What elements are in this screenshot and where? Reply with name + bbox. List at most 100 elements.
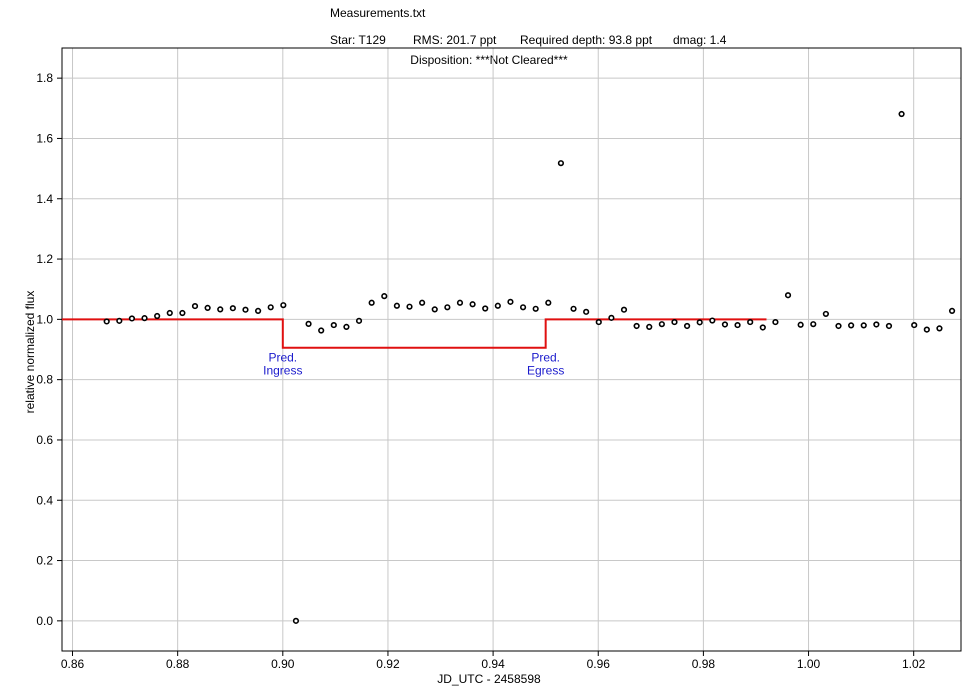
data-point — [204, 304, 211, 311]
data-point — [822, 310, 829, 318]
data-point — [469, 301, 476, 308]
data-point — [242, 306, 249, 313]
data-point — [658, 321, 665, 328]
x-tick-label: 0.96 — [587, 657, 611, 671]
x-tick-label: 0.88 — [166, 657, 190, 671]
data-point — [923, 326, 930, 333]
data-point — [456, 299, 464, 306]
data-point — [103, 318, 110, 325]
data-point — [620, 306, 628, 313]
predicted-transit-model-line — [62, 318, 767, 349]
data-point — [393, 302, 400, 309]
plot-frame — [61, 47, 962, 652]
data-point — [419, 299, 426, 306]
data-point — [292, 617, 300, 624]
data-point — [229, 305, 236, 312]
annotation-line1: Pred. — [268, 351, 297, 365]
data-point — [671, 318, 678, 326]
data-point — [381, 293, 388, 300]
data-point — [608, 314, 615, 321]
chart-title: Measurements.txt — [330, 6, 426, 20]
y-tick-label: 0.0 — [36, 614, 53, 628]
y-tick-label: 1.6 — [36, 131, 53, 145]
x-tick-label: 1.02 — [902, 657, 926, 671]
data-point — [154, 312, 161, 320]
data-point — [355, 317, 363, 324]
annotation-line2: Ingress — [263, 364, 302, 378]
data-point — [898, 110, 905, 118]
disposition-label: Disposition: ***Not Cleared*** — [410, 53, 568, 67]
data-point — [683, 322, 691, 330]
data-point — [330, 321, 337, 329]
data-point — [885, 322, 893, 330]
data-point — [570, 305, 577, 312]
data-point — [835, 322, 842, 330]
data-point — [721, 321, 729, 328]
y-tick-label: 1.4 — [36, 192, 53, 206]
y-tick-label: 0.4 — [36, 493, 53, 507]
y-tick-label: 1.0 — [36, 312, 53, 326]
data-point — [759, 324, 766, 331]
y-tick-label: 0.6 — [36, 433, 53, 447]
data-point — [948, 307, 956, 315]
data-point — [507, 298, 514, 305]
data-point — [318, 327, 325, 334]
data-point — [595, 318, 602, 326]
data-point — [217, 306, 224, 313]
y-axis-label: relative normalized flux — [23, 290, 37, 414]
data-point — [141, 315, 148, 322]
x-tick-label: 0.94 — [481, 657, 505, 671]
y-tick-label: 0.2 — [36, 554, 53, 568]
x-tick-label: 0.86 — [61, 657, 85, 671]
data-point — [545, 299, 552, 306]
data-point — [191, 302, 199, 310]
data-point — [406, 303, 413, 310]
data-point — [633, 322, 640, 330]
x-tick-label: 0.92 — [376, 657, 400, 671]
data-point — [557, 160, 565, 167]
x-tick-label: 1.00 — [797, 657, 821, 671]
data-point — [444, 304, 451, 311]
data-point — [848, 322, 855, 329]
data-point — [797, 321, 804, 328]
y-tick-label: 1.8 — [36, 71, 53, 85]
data-point — [784, 292, 792, 299]
x-tick-label: 0.90 — [271, 657, 295, 671]
data-point — [734, 321, 741, 329]
data-point — [519, 304, 527, 311]
data-point — [860, 322, 867, 329]
data-point — [166, 309, 173, 317]
data-point — [368, 299, 375, 306]
data-point — [254, 307, 262, 315]
rms-label: RMS: 201.7 ppt — [413, 33, 497, 47]
data-point — [583, 308, 590, 315]
data-point — [494, 302, 501, 309]
dmag-label: dmag: 1.4 — [673, 33, 727, 47]
y-tick-label: 0.8 — [36, 373, 53, 387]
data-point — [343, 323, 350, 330]
data-point — [936, 325, 943, 332]
data-point — [267, 304, 274, 311]
data-point — [747, 318, 754, 326]
data-point — [810, 321, 817, 328]
data-point — [873, 321, 880, 328]
data-point — [772, 318, 779, 326]
y-tick-label: 1.2 — [36, 252, 53, 266]
required-depth-label: Required depth: 93.8 ppt — [520, 33, 653, 47]
data-point — [179, 309, 186, 317]
data-point — [305, 320, 312, 327]
annotation-line2: Egress — [527, 364, 564, 378]
star-label: Star: T129 — [330, 33, 386, 47]
data-point — [116, 317, 123, 324]
annotation-line1: Pred. — [531, 351, 560, 365]
data-point — [280, 302, 287, 309]
x-tick-label: 0.98 — [692, 657, 716, 671]
x-axis-label: JD_UTC - 2458598 — [437, 672, 541, 686]
data-point — [646, 323, 653, 330]
data-point — [431, 306, 438, 313]
data-point — [532, 305, 539, 312]
data-point — [128, 315, 136, 322]
data-point — [911, 321, 918, 329]
data-point — [696, 319, 703, 326]
